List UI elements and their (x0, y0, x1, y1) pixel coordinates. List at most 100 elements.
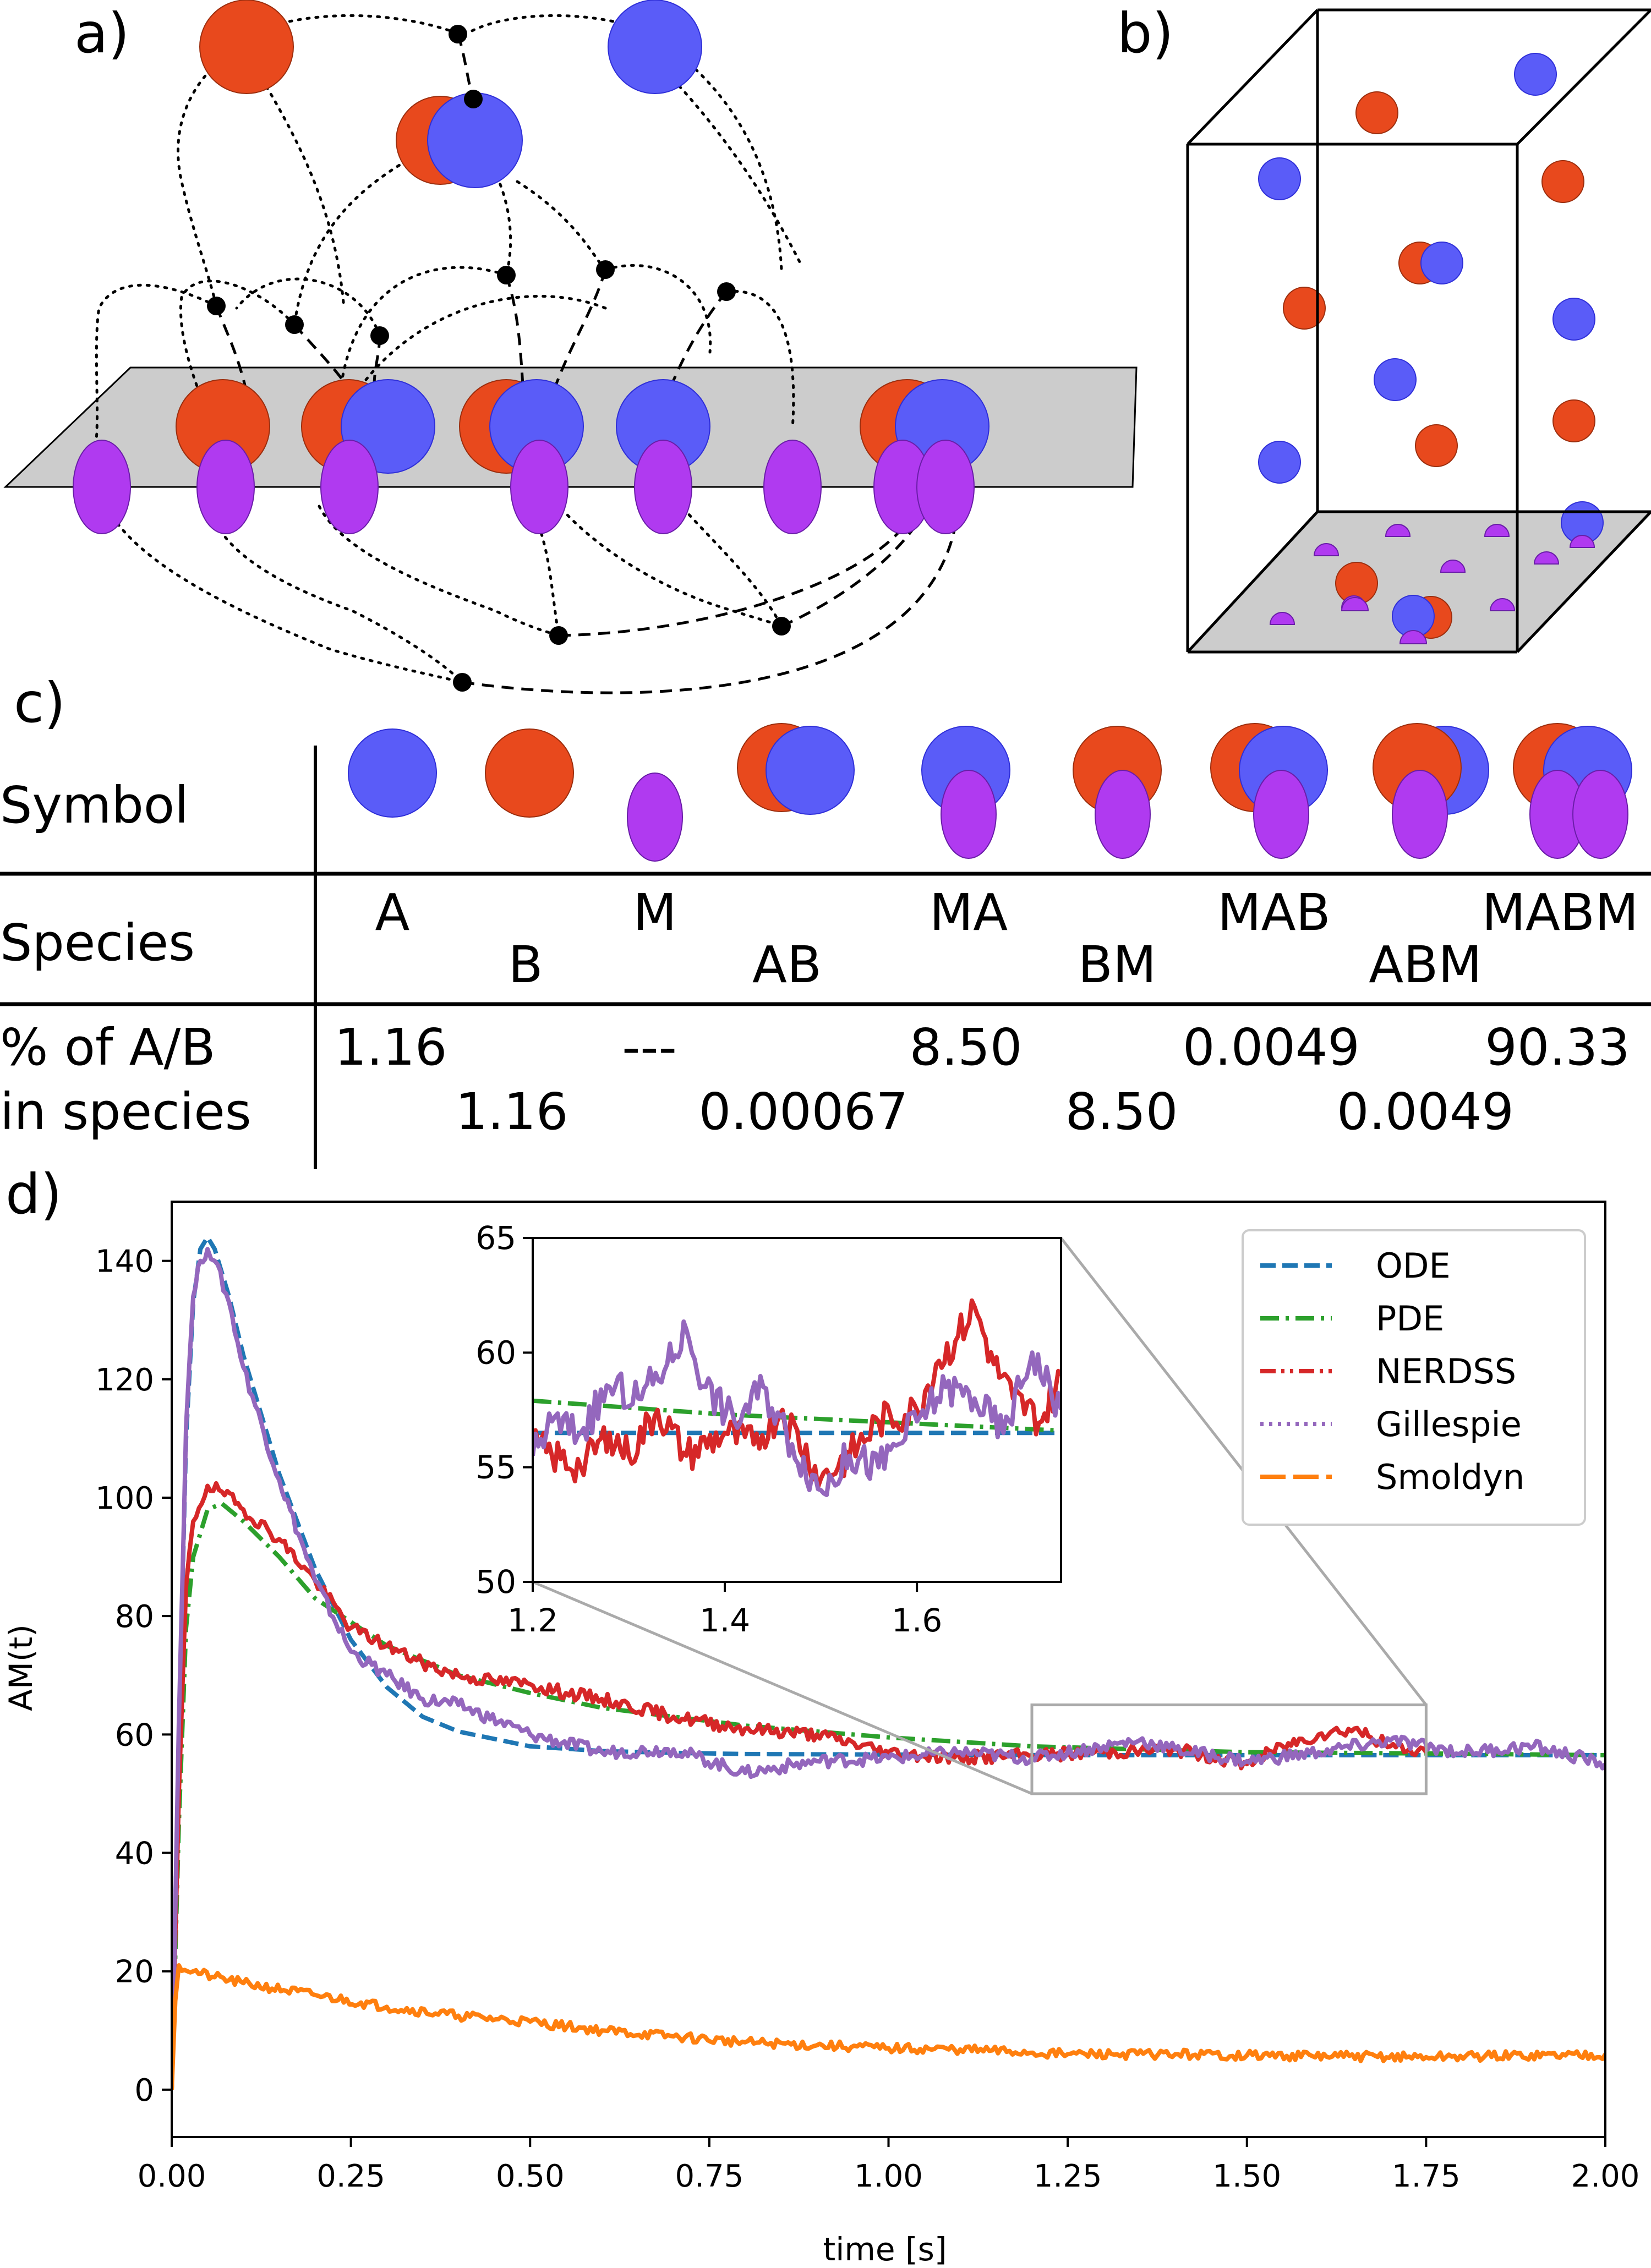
symbol-b (485, 728, 574, 818)
panel-a-dashed-bonds (215, 34, 959, 694)
series-line-pde (172, 1501, 1605, 2090)
molecule-a (1258, 157, 1301, 200)
bond-line-dashed (558, 511, 915, 637)
x-tick-label: 1.25 (1034, 2159, 1102, 2194)
membrane-molecule-m (1341, 597, 1369, 611)
binding-site-dot (285, 315, 304, 334)
species-name-mab: MAB (1217, 883, 1330, 942)
panel-b-volume-box (1186, 8, 1651, 654)
species-name-a: A (375, 883, 410, 942)
symbol-m (627, 773, 683, 862)
series-line-gillespie (172, 1247, 1605, 2090)
membrane-molecule-m (1484, 524, 1510, 537)
pct-mab: 0.0049 (1183, 1018, 1360, 1077)
binding-site-dot (207, 297, 226, 315)
bond-line-dashed (293, 324, 348, 386)
inset-x-tick-label: 1.4 (699, 1602, 750, 1639)
bond-line (725, 289, 795, 431)
series-line-smoldyn (172, 1963, 1605, 2090)
y-tick-label: 140 (95, 1244, 154, 1280)
x-tick-label: 0.50 (496, 2159, 565, 2194)
inset-y-tick-label: 55 (475, 1449, 516, 1486)
complex-ab-a (1420, 242, 1463, 284)
bond-line (177, 42, 248, 308)
bond-line (516, 180, 607, 271)
main-y-ticks: 0 20 40 60 80 100 120 140 (95, 1244, 172, 2108)
box-edges (1186, 8, 1651, 654)
binding-site-dot (497, 266, 516, 284)
y-tick-label: 120 (95, 1362, 154, 1398)
bond-line (318, 505, 560, 637)
legend-frame (1242, 1229, 1586, 1526)
membrane-molecule-m (1569, 535, 1595, 548)
y-tick-label: 0 (134, 2073, 154, 2108)
pct-mabm: 90.33 (1485, 1018, 1630, 1077)
symbol-abm-m (1392, 770, 1448, 859)
binding-site-dot (464, 90, 483, 108)
chart-legend: ODE PDE NERDSS Gillespie Smoldyn (1242, 1229, 1586, 1526)
main-plot-series (172, 1235, 1605, 2090)
inset-y-tick-label: 60 (475, 1334, 516, 1371)
inset-plot: 1.2 1.4 1.6 50 55 60 65 (475, 1219, 1062, 1639)
bond-line (340, 266, 508, 387)
bond-line (207, 505, 464, 684)
molecule-a (1514, 53, 1557, 96)
inset-x-ticks: 1.2 1.4 1.6 (507, 1582, 942, 1639)
binding-site-dot (772, 617, 791, 636)
panel-a-binding-sites (207, 25, 791, 692)
y-tick-label: 40 (115, 1836, 154, 1872)
row-header-pct-line2: in species (0, 1082, 252, 1141)
y-tick-label: 60 (115, 1717, 154, 1753)
inset-series-line-gillespie (533, 1319, 1061, 1497)
free-a (608, 0, 702, 94)
legend-label-pde: PDE (1376, 1299, 1444, 1339)
y-tick-label: 80 (115, 1599, 154, 1635)
panel-b-molecules (1258, 53, 1604, 644)
species-percentages: 1.16 1.16 --- 0.00067 8.50 8.50 0.0049 0… (335, 1018, 1630, 1141)
molecule-a (1374, 358, 1417, 401)
zoom-connector-left (532, 1580, 1032, 1795)
binding-site-dot (549, 626, 568, 645)
panel-a-schematic (3, 0, 1138, 694)
binding-site-dot (449, 25, 467, 43)
molecule-b (1415, 424, 1458, 467)
x-tick-label: 1.50 (1212, 2159, 1281, 2194)
bond-line-dashed (554, 269, 607, 386)
species-name-bm: BM (1078, 935, 1157, 994)
molecule-b (1355, 91, 1398, 134)
molecule-b (1541, 160, 1584, 203)
membrane-molecule-m (1533, 551, 1560, 565)
y-tick-label: 20 (115, 1954, 154, 1990)
species-name-abm: ABM (1369, 935, 1481, 994)
bond-line-dashed (462, 511, 959, 694)
inset-x-tick-label: 1.6 (892, 1602, 942, 1639)
legend-label-ode: ODE (1376, 1246, 1451, 1286)
inset-series (533, 1298, 1061, 1497)
bond-line (549, 494, 783, 628)
panel-label-a: a) (74, 1, 129, 65)
binding-site-dot (717, 282, 736, 301)
membrane-molecule-m (1489, 598, 1516, 611)
legend-items: ODE PDE NERDSS Gillespie Smoldyn (1260, 1246, 1524, 1497)
panel-a-molecules (73, 0, 989, 534)
membrane-molecule-m (1269, 612, 1295, 625)
x-axis-label: time [s] (823, 2231, 947, 2268)
membrane-molecule-m (1313, 543, 1340, 556)
binding-site-dot (596, 260, 615, 279)
panel-d-chart: 0.00 0.25 0.50 0.75 1.00 1.25 1.50 1.75 2.00 0 20… (2, 1201, 1639, 2268)
x-tick-label: 1.75 (1392, 2159, 1461, 2194)
species-name-mabm: MABM (1482, 883, 1639, 942)
bond-line (670, 494, 783, 628)
bond-line (95, 283, 218, 442)
molecule-a (1258, 441, 1301, 484)
main-x-ticks: 0.00 0.25 0.50 0.75 1.00 1.25 1.50 1.75 2.00 (138, 2137, 1639, 2194)
bond-line (97, 483, 464, 684)
symbol-ab-a (766, 726, 855, 815)
species-name-ab: AB (752, 935, 822, 994)
box-floor (1188, 512, 1651, 652)
membrane-molecule-m (1440, 560, 1466, 573)
membrane-molecule-m (1399, 630, 1428, 644)
y-tick-label: 100 (95, 1481, 154, 1516)
panel-label-d: d) (6, 1162, 62, 1226)
